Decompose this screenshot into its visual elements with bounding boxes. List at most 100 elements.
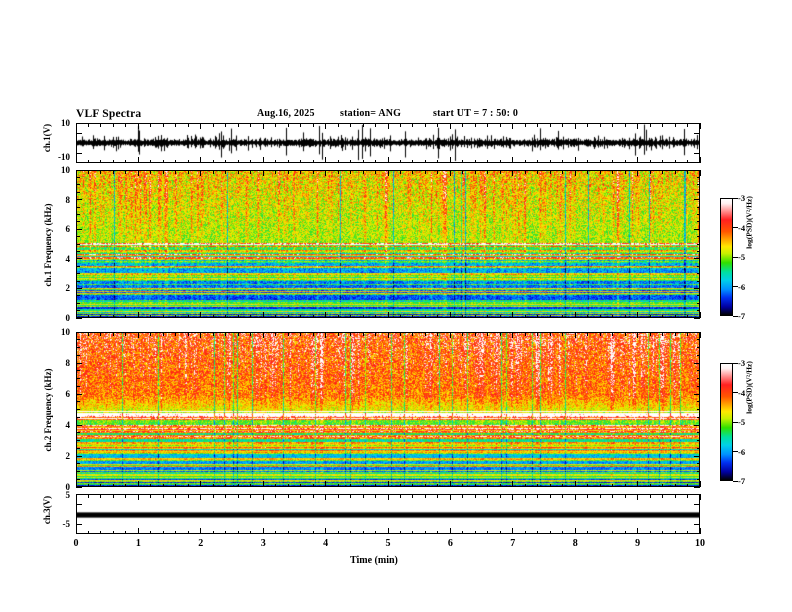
y-minor-tick-mark [76, 199, 80, 201]
x-tick-mark [387, 494, 389, 500]
y-minor-tick-mark [696, 258, 700, 260]
x-tick-mark [462, 483, 464, 487]
y-minor-tick-mark [76, 176, 80, 178]
y-minor-tick-mark [76, 310, 80, 312]
x-tick-mark [587, 123, 589, 127]
x-tick-mark [237, 483, 239, 487]
x-tick-mark [512, 157, 514, 163]
colorbar-tick-mark [733, 362, 738, 364]
colorbar-tick-label: -4 [738, 222, 746, 233]
y-minor-tick-mark [76, 378, 80, 379]
y-minor-tick-mark [76, 302, 80, 304]
x-tick-mark [549, 170, 551, 174]
x-tick-mark [187, 159, 189, 163]
ch3-voltage-ytick-top: 5 [65, 490, 71, 500]
figure-start-ut: start UT = 7 : 50: 0 [433, 108, 519, 119]
y-tick-label: 4 [65, 253, 71, 264]
colorbar-tick-mark [733, 392, 738, 393]
x-tick-mark [674, 332, 676, 336]
x-tick-mark [687, 494, 689, 498]
x-tick-mark [225, 332, 227, 336]
x-tick-mark [574, 332, 576, 338]
x-tick-mark [362, 494, 364, 498]
x-tick-mark [649, 170, 651, 174]
x-tick-mark [100, 483, 102, 487]
x-tick-mark [312, 123, 314, 127]
x-tick-mark [537, 170, 539, 174]
x-tick-mark [137, 312, 139, 318]
x-tick-mark [562, 483, 564, 487]
x-tick-mark [200, 312, 202, 318]
x-tick-mark [125, 123, 127, 127]
x-tick-mark [612, 332, 614, 336]
x-tick-mark [687, 332, 689, 336]
x-tick-label: 4 [323, 538, 329, 549]
x-tick-label: 0 [73, 538, 79, 549]
x-tick-mark [537, 483, 539, 487]
x-tick-mark [399, 170, 401, 174]
x-tick-mark [112, 530, 114, 534]
x-tick-mark [562, 170, 564, 174]
x-tick-mark [412, 159, 414, 163]
y-minor-tick-mark [696, 447, 700, 449]
x-tick-mark [487, 530, 489, 534]
x-tick-mark [587, 314, 589, 318]
x-tick-mark [424, 530, 426, 534]
x-tick-mark [574, 312, 576, 318]
y-minor-tick-mark [696, 432, 700, 434]
x-tick-mark [325, 312, 327, 318]
x-tick-mark [75, 312, 77, 318]
x-tick-mark [350, 170, 352, 174]
x-tick-mark [250, 314, 252, 318]
ch1-waveform-canvas [77, 124, 699, 162]
y-minor-tick-mark [76, 287, 80, 289]
x-tick-mark [150, 170, 152, 174]
x-tick-mark [474, 494, 476, 498]
ch1-spectrogram-canvas [77, 171, 699, 317]
x-tick-mark [87, 170, 89, 174]
x-tick-mark [512, 494, 514, 500]
ch2-spectrogram-panel [76, 332, 700, 487]
x-tick-mark [424, 494, 426, 498]
x-tick-mark [499, 170, 501, 174]
colorbar-tick-mark [733, 480, 738, 482]
y-tick-mark [694, 523, 700, 525]
x-tick-mark [462, 494, 464, 498]
x-tick-mark [200, 528, 202, 534]
x-tick-mark [512, 332, 514, 338]
y-minor-tick-mark [76, 486, 80, 488]
x-tick-mark [562, 123, 564, 127]
x-tick-mark [312, 170, 314, 174]
y-minor-tick-mark [76, 206, 80, 208]
x-tick-mark [162, 483, 164, 487]
x-tick-mark [225, 123, 227, 127]
x-tick-mark [674, 159, 676, 163]
y-tick-label: 6 [65, 224, 71, 235]
x-tick-mark [112, 159, 114, 163]
x-tick-mark [200, 332, 202, 338]
x-tick-mark [387, 481, 389, 487]
x-tick-mark [424, 332, 426, 336]
x-tick-label: 5 [385, 538, 391, 549]
x-tick-label: 8 [572, 538, 578, 549]
x-tick-mark [649, 494, 651, 498]
x-tick-mark [312, 494, 314, 498]
x-tick-mark [112, 170, 114, 174]
x-tick-mark [187, 314, 189, 318]
x-tick-mark [375, 494, 377, 498]
x-tick-mark [262, 481, 264, 487]
y-minor-tick-mark [696, 302, 700, 304]
x-tick-mark [499, 159, 501, 163]
y-minor-tick-mark [696, 295, 700, 297]
x-tick-mark [137, 528, 139, 534]
figure-header: VLF Spectra Aug.16, 2025 station= ANG st… [76, 108, 700, 124]
x-tick-label: 1 [135, 538, 141, 549]
ch1-voltage-ytick-top: 10 [61, 118, 70, 128]
y-minor-tick-mark [696, 273, 700, 275]
colorbar-tick-label: -7 [738, 311, 746, 321]
y-minor-tick-mark [696, 370, 700, 372]
x-tick-mark [662, 123, 664, 127]
x-tick-mark [474, 530, 476, 534]
y-minor-tick-mark [696, 265, 700, 267]
x-tick-mark [175, 494, 177, 498]
